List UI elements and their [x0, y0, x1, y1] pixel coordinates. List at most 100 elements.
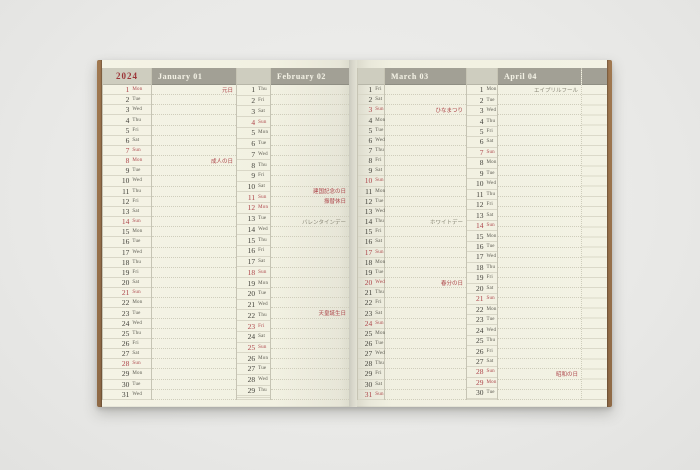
- entry-row: [152, 166, 236, 177]
- weekday-label: Sat: [258, 334, 266, 340]
- weekday-label: Fri: [132, 198, 139, 204]
- weekday-label: Mon: [375, 188, 386, 194]
- weekday-label: Sat: [486, 212, 494, 218]
- weekday-label: Tue: [258, 366, 267, 372]
- entry-row: [271, 176, 349, 187]
- day-number: 19: [476, 273, 484, 283]
- date-row: 1 Fri: [358, 85, 384, 96]
- april-entries: エイプリルフール 昭和の日: [498, 85, 581, 400]
- day-number: 1: [251, 85, 256, 95]
- date-row: 31 Sun: [358, 390, 384, 400]
- february-notes-column: February 02 建国記念の日 振替休日 バレンタインデー 天皇誕生日: [271, 68, 349, 400]
- day-number: 8: [251, 160, 256, 170]
- weekday-label: Sun: [258, 344, 267, 350]
- weekday-label: Tue: [486, 390, 495, 396]
- date-row: 28 Sun: [103, 359, 151, 370]
- day-number: 20: [247, 289, 256, 299]
- weekday-label: Fri: [258, 323, 265, 329]
- date-row: 23 Sat: [358, 308, 384, 319]
- day-number: 24: [364, 318, 373, 328]
- holiday-label: 天皇誕生日: [318, 311, 346, 318]
- february-dates: 1 Thu 2 Fri 3 Sat 4 Sun 5 Mon 6 Tue 7 Wed 8 Thu 9 Fri 10 Sa…: [237, 85, 270, 400]
- entry-row: [498, 278, 581, 289]
- entry-row: [271, 288, 349, 299]
- date-row: 30 Sat: [358, 380, 384, 390]
- day-number: 28: [476, 367, 484, 377]
- date-row: 9 Tue: [467, 169, 497, 180]
- date-row: 19 Tue: [358, 268, 384, 278]
- month-header-january: January 01: [152, 68, 236, 85]
- page-seam: [349, 60, 357, 407]
- entry-row: [498, 136, 581, 146]
- entry-row: [152, 227, 236, 238]
- day-number: 18: [476, 262, 484, 272]
- entry-row: [271, 339, 349, 350]
- entry-row: [271, 237, 349, 248]
- entry-row: [498, 258, 581, 268]
- weekday-label: Sat: [375, 97, 383, 103]
- day-number: 23: [247, 321, 256, 331]
- weekday-label: Mon: [486, 87, 497, 93]
- entry-row: 建国記念の日: [271, 187, 349, 197]
- weekday-label: Thu: [132, 259, 142, 265]
- margin-ruled-area: [582, 85, 607, 400]
- weekday-label: Tue: [486, 317, 495, 323]
- weekday-label: Wed: [132, 249, 143, 255]
- entry-row: [385, 258, 466, 268]
- date-row: 5 Fri: [467, 127, 497, 138]
- weekday-label: Sun: [375, 320, 384, 326]
- entry-row: [152, 258, 236, 268]
- date-row: 2 Tue: [103, 95, 151, 106]
- weekday-label: Sun: [486, 369, 495, 375]
- march-notes-column: March 03 ひなまつり ホワイトデー 春分の日: [385, 68, 466, 400]
- entry-row: [385, 298, 466, 309]
- weekday-label: Fri: [258, 248, 265, 254]
- weekday-label: Thu: [258, 387, 267, 393]
- weekday-label: Thu: [486, 264, 496, 270]
- weekday-label: Wed: [132, 178, 143, 184]
- entry-row: [271, 115, 349, 126]
- weekday-label: Wed: [486, 254, 497, 260]
- entry-row: 天皇誕生日: [271, 308, 349, 319]
- date-column-header: [237, 68, 270, 85]
- date-row: 12 Tue: [358, 197, 384, 207]
- month-header-march: March 03: [385, 68, 466, 85]
- day-number: 16: [476, 242, 484, 252]
- weekday-label: Fri: [486, 129, 493, 135]
- date-row: 19 Fri: [467, 273, 497, 284]
- date-row: 27 Wed: [358, 349, 385, 360]
- year-label: 2024: [116, 71, 138, 81]
- entry-row: [152, 115, 236, 126]
- day-number: 11: [122, 186, 130, 196]
- entry-row: ひなまつり: [385, 105, 466, 116]
- weekday-label: Wed: [132, 391, 143, 397]
- date-row: 26 Fri: [103, 339, 151, 350]
- entry-row: [498, 359, 581, 370]
- date-row: 5 Mon: [237, 128, 270, 139]
- date-row: 12 Mon: [237, 203, 270, 214]
- weekday-label: Sun: [132, 148, 141, 154]
- day-number: 4: [479, 116, 484, 126]
- date-row: 24 Sun: [358, 319, 384, 329]
- day-number: 24: [247, 332, 256, 342]
- entry-row: [271, 156, 349, 167]
- weekday-label: Wed: [486, 108, 497, 114]
- weekday-label: Fri: [375, 371, 382, 377]
- day-number: 17: [247, 257, 256, 267]
- date-row: 8 Mon: [467, 158, 497, 169]
- year-header-cell: 2024: [103, 68, 151, 85]
- day-number: 22: [247, 310, 256, 320]
- day-number: 23: [121, 308, 130, 318]
- entry-row: [271, 329, 349, 339]
- date-row: 18 Sun: [237, 267, 270, 279]
- weekday-label: Fri: [486, 202, 493, 208]
- day-number: 27: [121, 349, 130, 359]
- date-row: 25 Mon: [358, 329, 385, 339]
- weekday-label: Tue: [486, 244, 495, 250]
- weekday-label: Sun: [486, 149, 495, 155]
- weekday-label: Mon: [486, 306, 497, 312]
- day-number: 29: [476, 377, 484, 387]
- weekday-label: Wed: [486, 181, 497, 187]
- date-row: 26 Fri: [467, 346, 497, 357]
- date-row: 14 Wed: [237, 225, 270, 236]
